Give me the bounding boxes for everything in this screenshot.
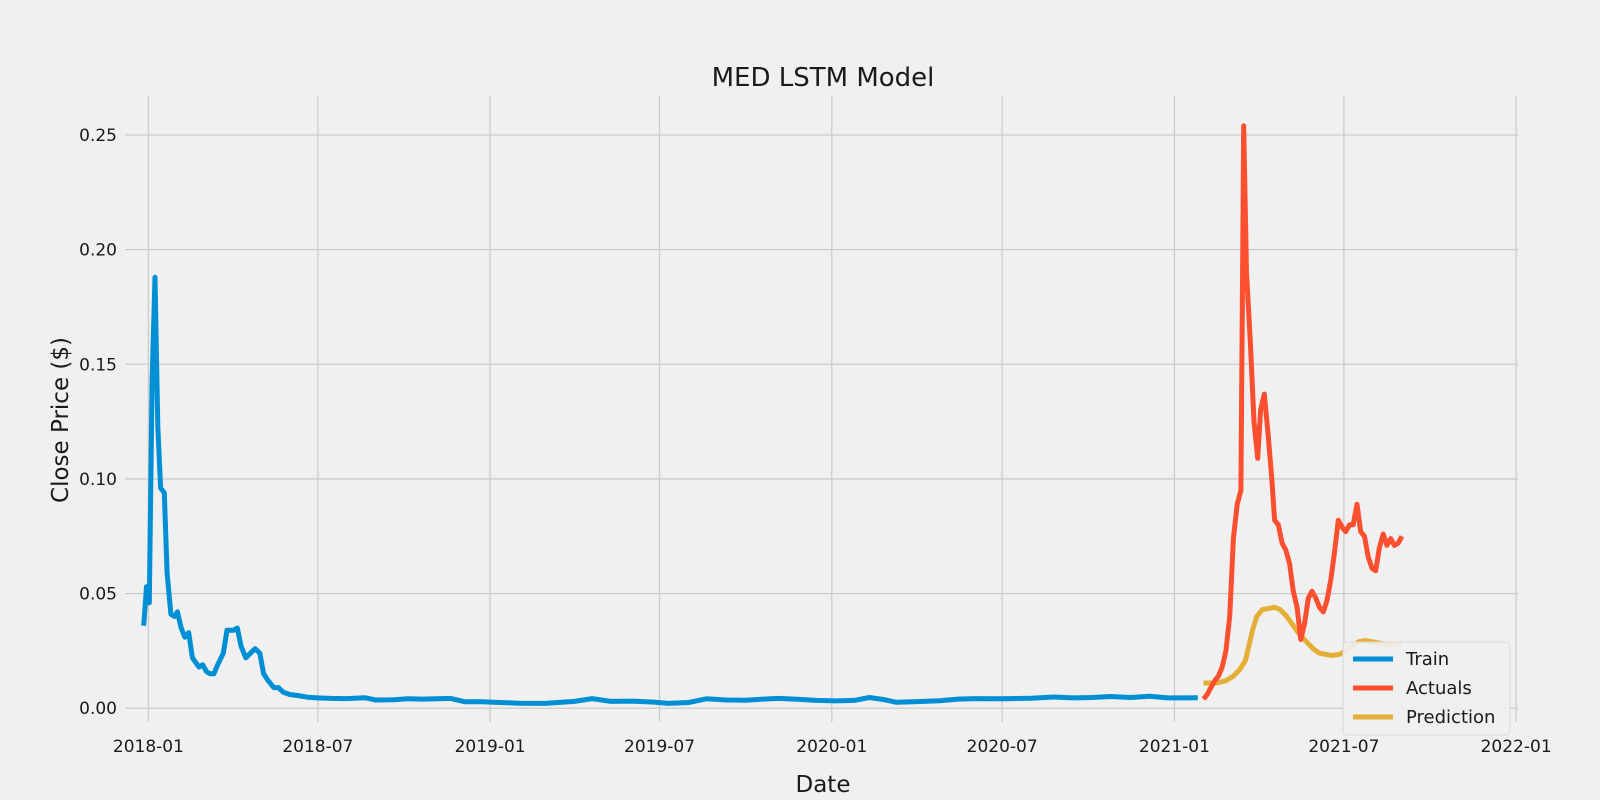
x-axis-label: Date [796,772,851,798]
y-tick-label: 0.20 [79,241,117,261]
y-tick-label: 0.25 [79,126,117,146]
x-tick-label: 2022-01 [1481,737,1552,757]
series-line-actuals [1201,123,1405,701]
legend: Train Actuals Prediction [1342,641,1511,736]
y-tick-label: 0.00 [79,699,117,719]
legend-label: Prediction [1406,707,1495,728]
x-tick-label: 2019-07 [624,737,695,757]
y-tick-label: 0.10 [79,470,117,490]
y-tick-label: 0.15 [79,355,117,375]
tick-labels: 2018-01 2018-07 2019-01 2019-07 2020-01 2020-… [79,126,1552,757]
x-tick-label: 2020-07 [967,737,1038,757]
series-line-train [141,274,1198,706]
y-tick-label: 0.05 [79,585,117,605]
legend-label: Actuals [1406,678,1472,699]
x-tick-label: 2019-01 [455,737,526,757]
series-lines [141,123,1405,706]
x-tick-label: 2020-01 [796,737,867,757]
legend-box [1342,641,1511,736]
chart-title: MED LSTM Model [712,63,935,93]
x-tick-label: 2021-07 [1308,737,1379,757]
legend-label: Train [1405,649,1449,670]
x-tick-label: 2021-01 [1139,737,1210,757]
y-axis-label: Close Price ($) [48,337,74,503]
x-tick-label: 2018-07 [282,737,353,757]
grid [125,96,1518,722]
x-tick-label: 2018-01 [113,737,184,757]
